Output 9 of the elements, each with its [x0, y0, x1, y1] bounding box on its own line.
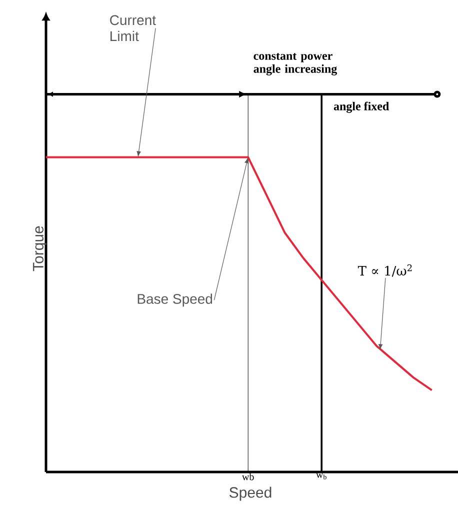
- annotation: Base Speed: [138, 294, 212, 307]
- annotation: T ∝ 1/ω$^{2}$: [358, 264, 412, 277]
- y-axis-title: Torque: [33, 226, 46, 272]
- x-tick-label: wb: [242, 473, 254, 480]
- text: constant power angle increasing: [254, 52, 338, 76]
- x-axis-title: Speed: [229, 486, 272, 501]
- x-tick-label: w$_{b}$: [316, 473, 326, 480]
- text: angle fixed: [334, 102, 390, 113]
- text: Current Limit: [110, 15, 156, 42]
